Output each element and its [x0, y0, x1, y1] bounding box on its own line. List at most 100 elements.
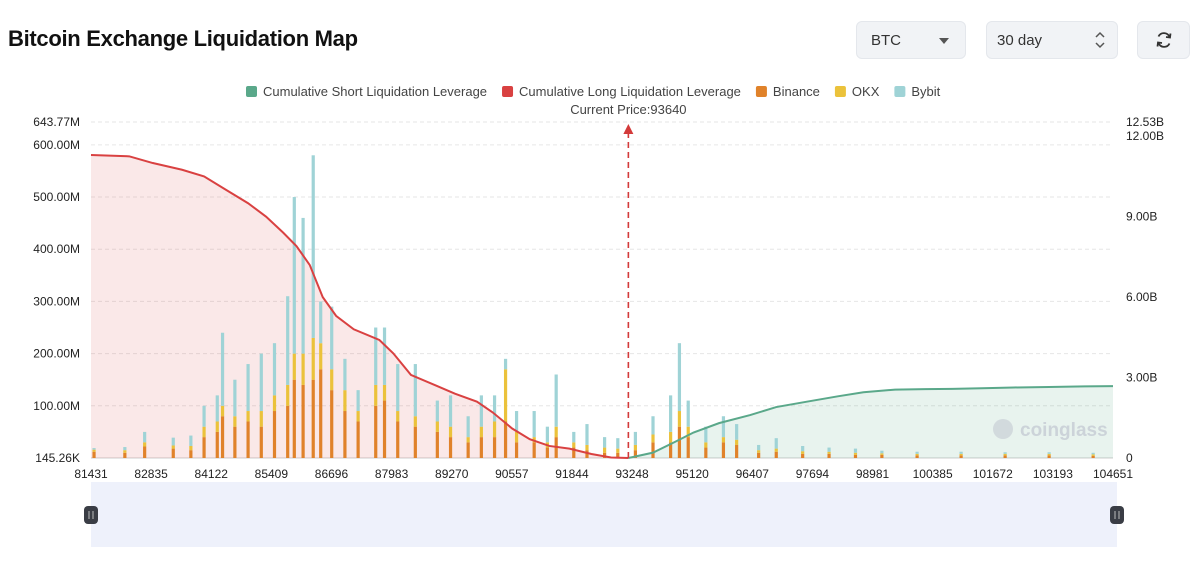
current-price-arrow-icon — [623, 124, 634, 134]
bar-stack — [435, 400, 439, 458]
bar-okx — [677, 411, 682, 427]
bar-stack — [503, 358, 508, 458]
x-axis-tick-label: 101672 — [973, 467, 1013, 481]
bar-bybit — [1047, 452, 1051, 454]
bar-stack — [880, 450, 884, 458]
bar-okx — [915, 453, 919, 456]
bar-okx — [435, 421, 439, 432]
left-axis-tick-label: 500.00M — [33, 190, 80, 204]
coin-select[interactable]: BTC — [856, 21, 966, 59]
right-axis-tick-label: 0 — [1126, 451, 1133, 465]
legend-swatch — [894, 86, 906, 97]
x-axis-tick-label: 91844 — [555, 467, 589, 481]
x-axis-tick-label: 85409 — [255, 467, 289, 481]
bar-binance — [514, 442, 519, 458]
bar-stack — [189, 435, 193, 458]
legend-item-binance[interactable]: Binance — [755, 84, 820, 99]
bar-stack — [915, 451, 919, 458]
bar-binance — [503, 421, 508, 458]
caret-down-icon — [939, 38, 949, 44]
bar-stack — [492, 395, 497, 458]
bar-okx — [311, 337, 315, 380]
left-axis-tick-label: 300.00M — [33, 294, 80, 308]
bar-bybit — [382, 327, 387, 385]
legend-item-short_cum[interactable]: Cumulative Short Liquidation Leverage — [246, 84, 487, 99]
x-axis-tick-label: 93248 — [615, 467, 649, 481]
bar-stack — [466, 416, 470, 458]
bar-stack — [356, 390, 360, 458]
bar-stack — [853, 448, 858, 458]
bar-okx — [448, 426, 453, 438]
bar-binance — [545, 447, 549, 458]
bar-okx — [827, 451, 831, 454]
coinglass-logo-icon — [993, 419, 1013, 439]
legend-label: Bybit — [911, 84, 940, 99]
bar-binance — [259, 426, 263, 458]
bar-stack — [757, 444, 761, 458]
bar-stack — [514, 411, 519, 458]
bar-stack — [686, 400, 690, 458]
legend-item-okx[interactable]: OKX — [834, 84, 880, 99]
bar-bybit — [853, 448, 858, 453]
bar-binance — [1003, 455, 1007, 458]
bar-binance — [669, 442, 673, 458]
zoom-slider[interactable] — [84, 482, 1124, 547]
bar-stack — [572, 431, 576, 458]
bar-bybit — [633, 431, 638, 445]
bar-bybit — [413, 364, 417, 417]
bar-bybit — [554, 374, 558, 427]
bar-binance — [532, 442, 536, 458]
refresh-icon — [1156, 32, 1172, 48]
bar-binance — [272, 411, 277, 458]
bar-bybit — [704, 426, 708, 443]
bar-okx — [343, 390, 347, 412]
bar-stack — [585, 424, 589, 458]
short-cumulative-area — [628, 386, 1113, 458]
bar-binance — [721, 442, 726, 458]
bar-okx — [651, 434, 655, 443]
zoom-handle-left[interactable] — [84, 506, 98, 524]
bar-binance — [123, 452, 127, 458]
bar-bybit — [651, 416, 655, 435]
legend-label: Cumulative Short Liquidation Leverage — [263, 84, 487, 99]
bar-okx — [585, 444, 589, 451]
bar-binance — [292, 379, 296, 458]
x-axis-tick-label: 103193 — [1033, 467, 1073, 481]
bar-okx — [721, 437, 726, 443]
legend-item-long_cum[interactable]: Cumulative Long Liquidation Leverage — [502, 84, 741, 99]
bar-okx — [801, 451, 805, 454]
refresh-button[interactable] — [1137, 21, 1190, 59]
bar-stack — [774, 438, 778, 458]
bar-bybit — [827, 447, 831, 452]
zoom-slider-track — [91, 482, 1117, 547]
bar-okx — [301, 353, 305, 385]
legend-swatch — [502, 86, 514, 97]
bar-okx — [686, 426, 690, 438]
bar-okx — [880, 453, 884, 455]
bar-binance — [215, 431, 219, 458]
bar-okx — [1091, 454, 1095, 456]
bar-stack — [827, 447, 831, 458]
bar-bybit — [319, 301, 323, 344]
bar-stack — [292, 197, 296, 458]
bar-binance — [343, 411, 347, 458]
bar-bybit — [396, 364, 400, 412]
bar-bybit — [532, 411, 536, 438]
bar-binance — [319, 369, 323, 458]
bar-binance — [374, 405, 378, 458]
bar-okx — [189, 445, 193, 451]
bar-okx — [215, 421, 219, 432]
zoom-handle-right[interactable] — [1110, 506, 1124, 524]
bar-okx — [735, 439, 739, 445]
x-axis-tick-label: 87983 — [375, 467, 409, 481]
bar-stack — [272, 343, 277, 458]
x-axis-tick-label: 89270 — [435, 467, 469, 481]
x-axis-tick-label: 90557 — [495, 467, 529, 481]
legend-item-bybit[interactable]: Bybit — [894, 84, 941, 99]
bar-bybit — [259, 353, 263, 412]
bar-bybit — [915, 451, 919, 454]
range-select[interactable]: 30 day — [986, 21, 1118, 59]
bar-okx — [143, 442, 147, 447]
bar-bybit — [189, 435, 193, 446]
coin-select-value: BTC — [871, 32, 901, 49]
